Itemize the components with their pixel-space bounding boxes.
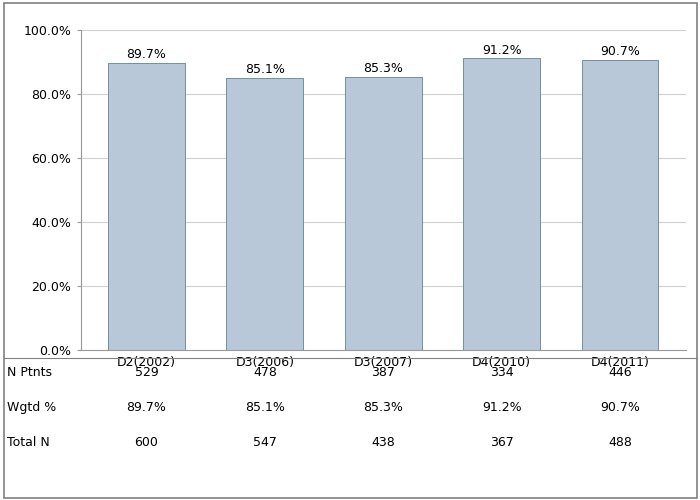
Text: 367: 367 [490,436,514,449]
Text: 438: 438 [372,436,395,449]
Text: 90.7%: 90.7% [600,45,640,58]
Bar [582,60,659,350]
Text: 85.1%: 85.1% [245,63,285,76]
Text: 600: 600 [134,436,158,449]
Text: 85.1%: 85.1% [245,401,285,414]
Text: 488: 488 [608,436,632,449]
Text: 547: 547 [253,436,276,449]
Text: 85.3%: 85.3% [363,62,403,76]
Text: 91.2%: 91.2% [482,44,522,57]
Text: 529: 529 [134,366,158,379]
Text: Total N: Total N [7,436,50,449]
Bar [463,58,540,350]
Text: 387: 387 [371,366,395,379]
Text: 446: 446 [608,366,632,379]
Text: 334: 334 [490,366,513,379]
Text: 85.3%: 85.3% [363,401,403,414]
Bar [345,77,421,350]
Text: 478: 478 [253,366,276,379]
Text: Wgtd %: Wgtd % [7,401,56,414]
Bar [108,63,185,350]
Text: N Ptnts: N Ptnts [7,366,52,379]
Text: 89.7%: 89.7% [127,48,167,62]
Text: 89.7%: 89.7% [127,401,167,414]
Bar [226,78,303,350]
Text: 91.2%: 91.2% [482,401,522,414]
Text: 90.7%: 90.7% [600,401,640,414]
